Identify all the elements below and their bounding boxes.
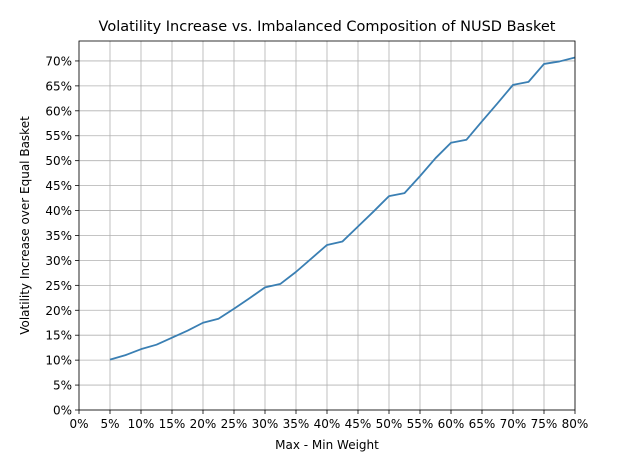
x-tick-label: 20%: [190, 417, 217, 431]
y-tick-label: 50%: [45, 154, 72, 168]
series-layer: [109, 56, 576, 361]
x-tick-label: 10%: [128, 417, 155, 431]
x-tick-label: 25%: [221, 417, 248, 431]
ticks: 0% 5% 10% 15% 20% 25% 30% 35% 40% 45% 50% 55% 60% 65%…: [45, 54, 588, 431]
x-tick-label: 80%: [562, 417, 589, 431]
x-tick-label: 40%: [314, 417, 341, 431]
grid: [78, 41, 576, 411]
x-tick-label: 35%: [283, 417, 310, 431]
x-tick-label: 15%: [159, 417, 186, 431]
y-tick-label: 5%: [53, 379, 72, 393]
y-tick-label: 15%: [45, 329, 72, 343]
x-tick-label: 30%: [252, 417, 279, 431]
x-axis-label: Max - Min Weight: [275, 438, 379, 452]
x-tick-label: 75%: [531, 417, 558, 431]
x-tick-label: 0%: [69, 417, 88, 431]
x-tick-label: 50%: [376, 417, 403, 431]
y-tick-label: 55%: [45, 129, 72, 143]
chart-title: Volatility Increase vs. Imbalanced Compo…: [99, 19, 556, 35]
y-axis-label: Volatility Increase over Equal Basket: [18, 116, 32, 335]
y-tick-label: 10%: [45, 354, 72, 368]
x-tick-label: 55%: [407, 417, 434, 431]
y-tick-label: 25%: [45, 279, 72, 293]
y-tick-label: 30%: [45, 254, 72, 268]
x-tick-label: 60%: [438, 417, 465, 431]
x-tick-label: 5%: [100, 417, 119, 431]
x-tick-label: 65%: [469, 417, 496, 431]
y-tick-label: 45%: [45, 179, 72, 193]
series-line: [109, 56, 576, 361]
y-tick-label: 60%: [45, 104, 72, 118]
y-tick-label: 20%: [45, 304, 72, 318]
x-tick-label: 70%: [500, 417, 527, 431]
y-tick-label: 35%: [45, 229, 72, 243]
y-tick-label: 0%: [53, 404, 72, 418]
y-tick-label: 40%: [45, 204, 72, 218]
y-tick-label: 65%: [45, 79, 72, 93]
y-tick-label: 70%: [45, 54, 72, 68]
x-tick-label: 45%: [345, 417, 372, 431]
